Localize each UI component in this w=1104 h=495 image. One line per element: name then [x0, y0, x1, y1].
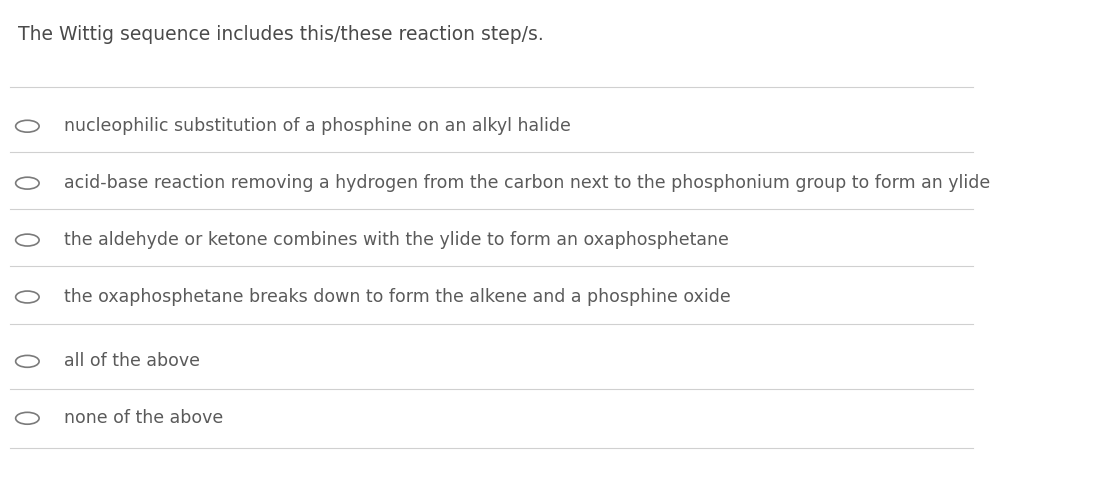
Text: none of the above: none of the above	[64, 409, 223, 427]
Text: nucleophilic substitution of a phosphine on an alkyl halide: nucleophilic substitution of a phosphine…	[64, 117, 571, 135]
Text: the aldehyde or ketone combines with the ylide to form an oxaphosphetane: the aldehyde or ketone combines with the…	[64, 231, 729, 249]
Text: acid-base reaction removing a hydrogen from the carbon next to the phosphonium g: acid-base reaction removing a hydrogen f…	[64, 174, 990, 192]
Text: all of the above: all of the above	[64, 352, 200, 370]
Text: the oxaphosphetane breaks down to form the alkene and a phosphine oxide: the oxaphosphetane breaks down to form t…	[64, 288, 731, 306]
Text: The Wittig sequence includes this/these reaction step/s.: The Wittig sequence includes this/these …	[18, 25, 543, 44]
